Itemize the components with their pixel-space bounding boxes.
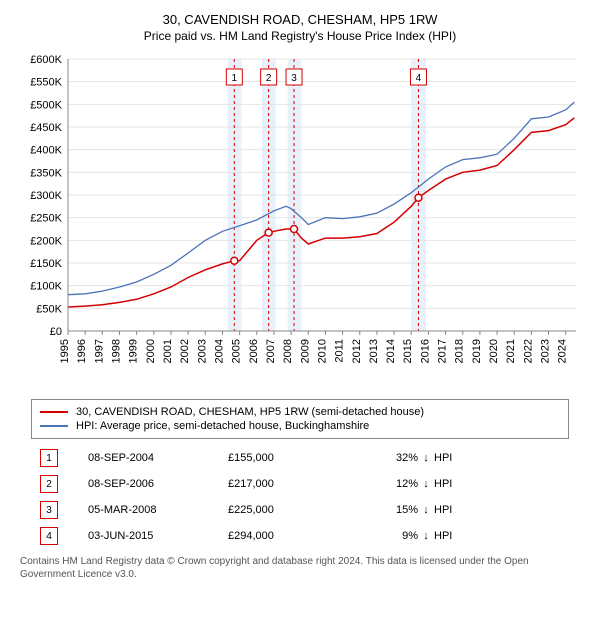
svg-text:1999: 1999 [128, 339, 140, 363]
svg-text:2011: 2011 [334, 339, 346, 363]
price-chart: £0 £50K £100K £150K £200K £250K £300K £350K £400… [20, 51, 580, 391]
row-date: 03-JUN-2015 [88, 530, 228, 542]
svg-text:2018: 2018 [454, 339, 466, 363]
row-price: £294,000 [228, 530, 348, 542]
chart-subtitle: Price paid vs. HM Land Registry's House … [10, 29, 590, 43]
legend-swatch [40, 411, 68, 413]
svg-text:2023: 2023 [540, 339, 552, 363]
svg-text:4: 4 [416, 73, 422, 84]
svg-text:2022: 2022 [522, 339, 534, 363]
svg-text:£300K: £300K [30, 190, 62, 202]
row-marker: 3 [40, 501, 58, 519]
row-hpi-suffix: HPI [434, 530, 474, 542]
row-percent: 12% [348, 478, 418, 490]
legend-item: 30, CAVENDISH ROAD, CHESHAM, HP5 1RW (se… [40, 406, 560, 418]
row-percent: 9% [348, 530, 418, 542]
chart-svg: £0 £50K £100K £150K £200K £250K £300K £350K £400… [20, 51, 580, 391]
table-row: 4 03-JUN-2015£294,0009%↓HPI [40, 523, 560, 549]
row-price: £155,000 [228, 452, 348, 464]
svg-text:2012: 2012 [351, 339, 363, 363]
row-price: £217,000 [228, 478, 348, 490]
svg-text:2002: 2002 [179, 339, 191, 363]
svg-text:2: 2 [266, 73, 272, 84]
row-marker: 2 [40, 475, 58, 493]
svg-text:2009: 2009 [299, 339, 311, 363]
row-percent: 15% [348, 504, 418, 516]
svg-text:2021: 2021 [505, 339, 517, 363]
svg-text:£400K: £400K [30, 145, 62, 157]
down-arrow-icon: ↓ [418, 452, 434, 464]
svg-text:1996: 1996 [76, 339, 88, 363]
row-date: 05-MAR-2008 [88, 504, 228, 516]
legend: 30, CAVENDISH ROAD, CHESHAM, HP5 1RW (se… [31, 399, 569, 439]
svg-text:£450K: £450K [30, 122, 62, 134]
row-hpi-suffix: HPI [434, 452, 474, 464]
down-arrow-icon: ↓ [418, 504, 434, 516]
svg-text:2015: 2015 [402, 339, 414, 363]
row-date: 08-SEP-2004 [88, 452, 228, 464]
row-hpi-suffix: HPI [434, 504, 474, 516]
legend-label: HPI: Average price, semi-detached house,… [76, 420, 369, 432]
legend-swatch [40, 425, 68, 427]
svg-text:2006: 2006 [248, 339, 260, 363]
svg-text:£100K: £100K [30, 281, 62, 293]
svg-text:2001: 2001 [162, 339, 174, 363]
svg-text:1995: 1995 [59, 339, 71, 363]
svg-text:£250K: £250K [30, 213, 62, 225]
svg-text:2016: 2016 [419, 339, 431, 363]
table-row: 1 08-SEP-2004£155,00032%↓HPI [40, 445, 560, 471]
svg-text:£0: £0 [50, 326, 62, 338]
svg-text:2017: 2017 [437, 339, 449, 363]
svg-text:1997: 1997 [93, 339, 105, 363]
row-marker: 4 [40, 527, 58, 545]
svg-text:£350K: £350K [30, 167, 62, 179]
row-hpi-suffix: HPI [434, 478, 474, 490]
svg-text:2003: 2003 [196, 339, 208, 363]
row-price: £225,000 [228, 504, 348, 516]
svg-text:2013: 2013 [368, 339, 380, 363]
footer-attribution: Contains HM Land Registry data © Crown c… [20, 555, 580, 581]
row-date: 08-SEP-2006 [88, 478, 228, 490]
svg-text:3: 3 [291, 73, 297, 84]
svg-text:2010: 2010 [316, 339, 328, 363]
chart-title: 30, CAVENDISH ROAD, CHESHAM, HP5 1RW [10, 12, 590, 27]
svg-text:2005: 2005 [231, 339, 243, 363]
row-percent: 32% [348, 452, 418, 464]
table-row: 2 08-SEP-2006£217,00012%↓HPI [40, 471, 560, 497]
svg-text:2008: 2008 [282, 339, 294, 363]
svg-text:2019: 2019 [471, 339, 483, 363]
svg-text:1: 1 [232, 73, 238, 84]
svg-text:2024: 2024 [557, 339, 569, 363]
svg-text:£150K: £150K [30, 258, 62, 270]
svg-text:£200K: £200K [30, 235, 62, 247]
svg-text:£600K: £600K [30, 54, 62, 66]
down-arrow-icon: ↓ [418, 530, 434, 542]
table-row: 3 05-MAR-2008£225,00015%↓HPI [40, 497, 560, 523]
svg-text:2014: 2014 [385, 339, 397, 363]
down-arrow-icon: ↓ [418, 478, 434, 490]
svg-text:£550K: £550K [30, 77, 62, 89]
legend-label: 30, CAVENDISH ROAD, CHESHAM, HP5 1RW (se… [76, 406, 424, 418]
svg-text:2007: 2007 [265, 339, 277, 363]
svg-text:1998: 1998 [110, 339, 122, 363]
svg-text:2004: 2004 [213, 339, 225, 363]
row-marker: 1 [40, 449, 58, 467]
transaction-table: 108-SEP-2004£155,00032%↓HPI208-SEP-2006£… [40, 445, 560, 549]
svg-text:£50K: £50K [36, 303, 62, 315]
legend-item: HPI: Average price, semi-detached house,… [40, 420, 560, 432]
svg-text:2000: 2000 [145, 339, 157, 363]
svg-text:2020: 2020 [488, 339, 500, 363]
svg-text:£500K: £500K [30, 99, 62, 111]
